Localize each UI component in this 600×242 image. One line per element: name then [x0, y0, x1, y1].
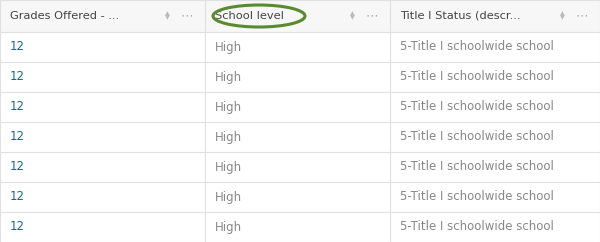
Text: ▲
▼: ▲ ▼ [350, 11, 355, 20]
Text: 12: 12 [10, 190, 25, 204]
Text: High: High [215, 130, 242, 144]
Text: ▲
▼: ▲ ▼ [560, 11, 565, 20]
Text: 12: 12 [10, 220, 25, 234]
Text: ▲
▼: ▲ ▼ [164, 11, 169, 20]
Text: 5-Title I schoolwide school: 5-Title I schoolwide school [400, 220, 554, 234]
Text: ⋯: ⋯ [576, 9, 588, 23]
Text: ⋯: ⋯ [181, 9, 193, 23]
Text: 5-Title I schoolwide school: 5-Title I schoolwide school [400, 70, 554, 83]
Text: School level: School level [215, 11, 284, 21]
Text: 12: 12 [10, 70, 25, 83]
Text: ⋯: ⋯ [366, 9, 378, 23]
Text: 5-Title I schoolwide school: 5-Title I schoolwide school [400, 40, 554, 53]
Text: High: High [215, 100, 242, 113]
Text: High: High [215, 70, 242, 83]
Text: High: High [215, 40, 242, 53]
Text: 12: 12 [10, 40, 25, 53]
Bar [0, 0, 600, 32]
Text: High: High [215, 160, 242, 174]
Text: Title I Status (descr...: Title I Status (descr... [400, 11, 521, 21]
Text: 5-Title I schoolwide school: 5-Title I schoolwide school [400, 130, 554, 144]
Text: 12: 12 [10, 160, 25, 174]
Text: 5-Title I schoolwide school: 5-Title I schoolwide school [400, 100, 554, 113]
Text: 12: 12 [10, 100, 25, 113]
Text: 5-Title I schoolwide school: 5-Title I schoolwide school [400, 190, 554, 204]
Text: 12: 12 [10, 130, 25, 144]
Text: High: High [215, 220, 242, 234]
Text: 5-Title I schoolwide school: 5-Title I schoolwide school [400, 160, 554, 174]
Text: Grades Offered - ...: Grades Offered - ... [10, 11, 119, 21]
Text: High: High [215, 190, 242, 204]
